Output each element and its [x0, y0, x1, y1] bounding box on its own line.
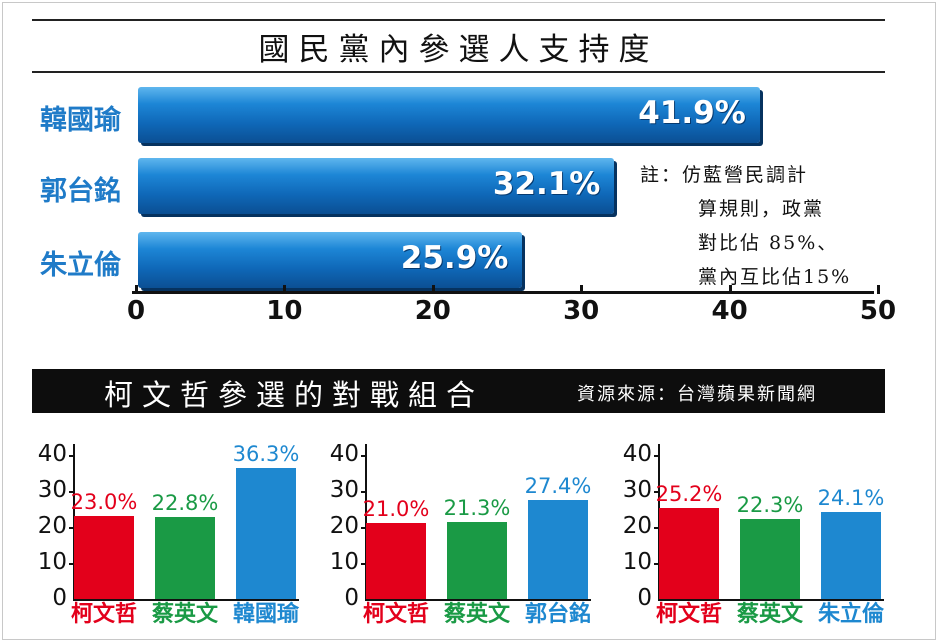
category-label: 蔡英文 [736, 601, 803, 627]
note-line-4: 黨內互比佔15% [698, 266, 852, 288]
note-line-1: 註：仿藍營民調計 [640, 164, 809, 186]
y-tick [654, 527, 660, 529]
x-axis-line [365, 599, 591, 601]
y-tick [69, 563, 75, 565]
bar [659, 508, 719, 599]
bar [740, 518, 800, 599]
bar [236, 468, 296, 599]
category-label: 朱立倫 [817, 601, 884, 627]
category-label: 柯文哲 [362, 601, 429, 627]
bar-value-label: 21.0% [362, 497, 430, 522]
y-tick-label: 20 [329, 513, 359, 539]
bar-value-label: 32.1% [492, 166, 601, 202]
category-label: 柯文哲 [70, 601, 137, 627]
x-axis-line [73, 599, 299, 601]
matchup-chart-2: 40 30 20 10 0 21.0% 柯文哲 21.3% 蔡英文 27.4% 郭台銘 [325, 428, 595, 628]
y-tick [654, 455, 660, 457]
y-tick [654, 491, 660, 493]
bar: 41.9% [138, 87, 760, 143]
y-tick [654, 563, 660, 565]
bar [155, 516, 215, 599]
bar-value-label: 22.3% [736, 492, 804, 517]
bar-value-label: 36.3% [232, 442, 300, 467]
bar-value-label: 25.2% [655, 482, 723, 507]
y-tick-label: 0 [344, 585, 359, 611]
y-tick-label: 10 [622, 549, 652, 575]
x-tick-label: 50 [859, 296, 897, 326]
x-tick [135, 285, 138, 294]
y-tick-label: 0 [52, 585, 67, 611]
title-bottom-rule [32, 71, 885, 73]
bar-value-label: 23.0% [70, 490, 138, 515]
bar [447, 522, 507, 599]
x-tick [580, 285, 584, 294]
x-axis-line [658, 599, 884, 601]
x-tick-label: 10 [266, 296, 303, 326]
bar-value-label: 27.4% [524, 474, 592, 499]
bar-value-label: 24.1% [817, 486, 885, 511]
y-tick [69, 491, 75, 493]
y-tick-label: 30 [37, 477, 67, 503]
bar [74, 516, 134, 599]
x-axis-line [132, 291, 874, 294]
x-tick [877, 285, 880, 294]
bar-value-label: 21.3% [443, 496, 511, 521]
candidate-label: 韓國瑜 [40, 105, 121, 136]
x-tick-label: 20 [414, 296, 451, 326]
y-tick [69, 527, 75, 529]
bar [821, 512, 881, 599]
y-tick-label: 40 [37, 441, 67, 467]
candidate-label: 朱立倫 [40, 250, 121, 281]
x-tick [728, 285, 732, 294]
y-tick-label: 40 [329, 441, 359, 467]
top-chart-title: 國民黨內參選人支持度 [258, 32, 659, 68]
source-text: 資源來源：台灣蘋果新聞網 [577, 384, 817, 405]
x-tick [431, 285, 435, 294]
bar-value-label: 41.9% [638, 95, 746, 131]
note-line-2: 算規則，政黨 [698, 198, 825, 220]
y-tick-label: 20 [622, 513, 652, 539]
y-tick [361, 527, 367, 529]
matchup-chart-3: 40 30 20 10 0 25.2% 柯文哲 22.3% 蔡英文 24.1% 朱立倫 [618, 428, 888, 628]
category-label: 蔡英文 [151, 601, 218, 627]
y-tick-label: 10 [329, 549, 359, 575]
bar-value-label: 22.8% [151, 490, 219, 515]
y-tick-label: 10 [37, 549, 67, 575]
x-tick-label: 0 [126, 296, 146, 326]
y-tick-label: 0 [637, 585, 652, 611]
bar [366, 523, 426, 599]
y-tick-label: 30 [329, 477, 359, 503]
x-tick-label: 40 [711, 296, 748, 326]
matchup-title: 柯文哲參選的對戰組合 [104, 378, 485, 412]
y-tick [361, 491, 367, 493]
category-label: 柯文哲 [655, 601, 722, 627]
y-tick-label: 30 [622, 477, 652, 503]
y-tick-label: 20 [37, 513, 67, 539]
candidate-label: 郭台銘 [40, 176, 121, 207]
category-label: 郭台銘 [524, 601, 591, 627]
bar-value-label: 25.9% [400, 240, 509, 276]
matchup-header-band: 柯文哲參選的對戰組合 資源來源：台灣蘋果新聞網 [32, 369, 885, 413]
y-tick [69, 455, 75, 457]
category-label: 韓國瑜 [232, 601, 299, 627]
y-tick [361, 563, 367, 565]
y-tick-label: 40 [622, 441, 652, 467]
note-line-3: 對比佔 85%、 [698, 232, 839, 254]
category-label: 蔡英文 [443, 601, 510, 627]
x-tick-label: 30 [563, 296, 600, 326]
title-top-rule [32, 19, 885, 21]
bar: 25.9% [138, 232, 523, 288]
y-tick [361, 455, 367, 457]
x-tick [283, 285, 287, 294]
bar: 32.1% [138, 158, 615, 214]
matchup-chart-1: 40 30 20 10 0 23.0% 柯文哲 22.8% 蔡英文 36.3% 韓國瑜 [33, 428, 303, 628]
y-axis-line [365, 444, 367, 601]
bar [528, 500, 588, 599]
